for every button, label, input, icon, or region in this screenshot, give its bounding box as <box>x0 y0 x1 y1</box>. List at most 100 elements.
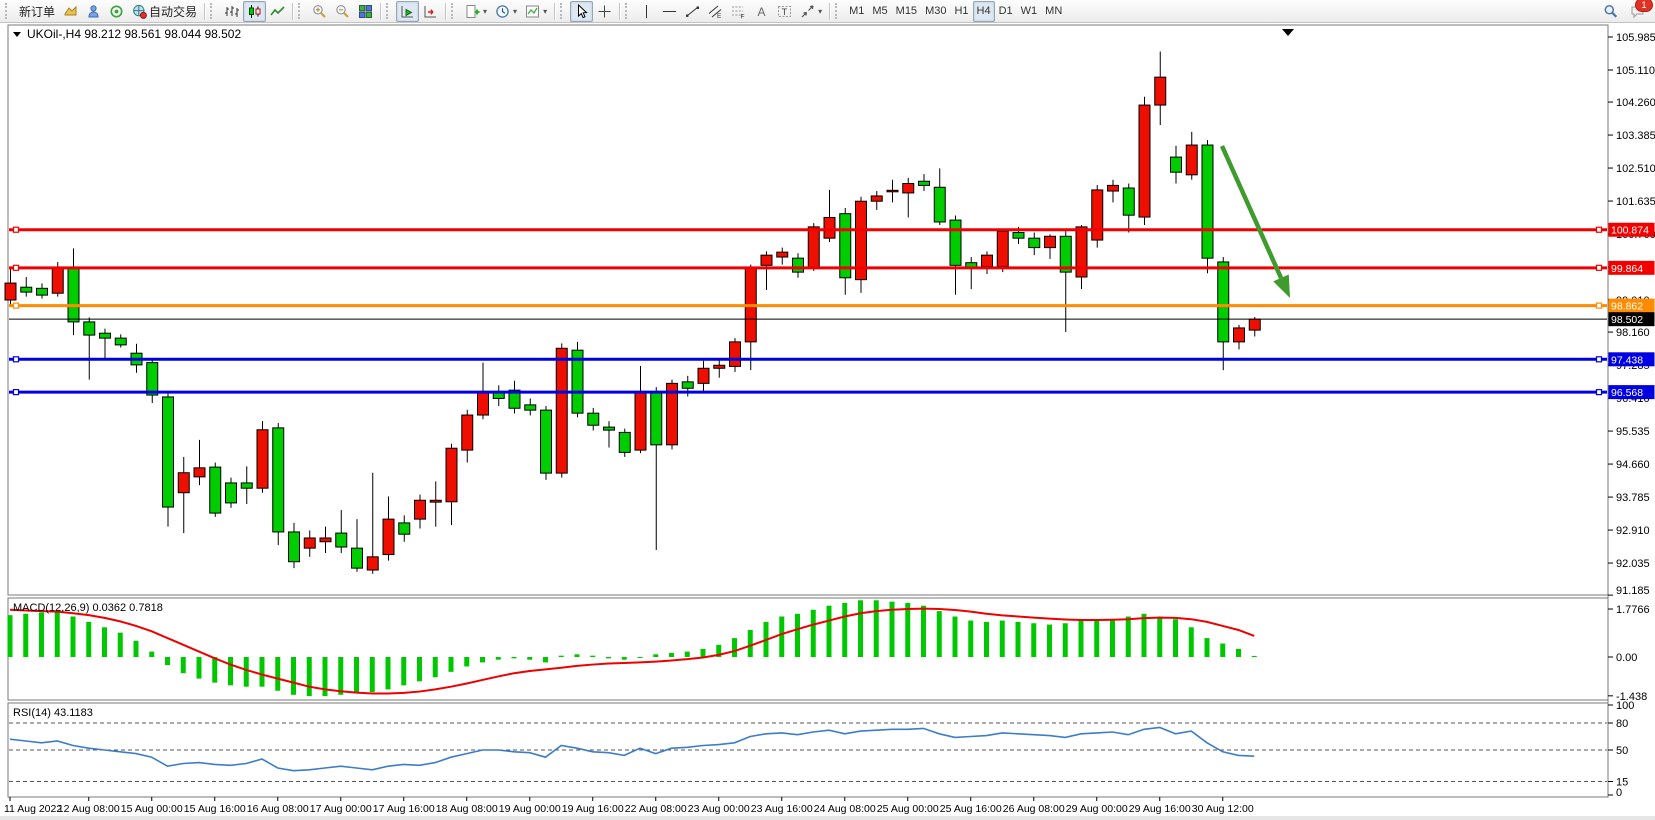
candle-bull <box>445 447 458 503</box>
hline-96.568[interactable] <box>9 389 1607 396</box>
tf-w1[interactable]: W1 <box>1017 1 1042 22</box>
candle-bull <box>256 429 269 489</box>
macd-bar <box>1220 643 1226 657</box>
tf-h1[interactable]: H1 <box>950 1 972 22</box>
tf-m5[interactable]: M5 <box>868 1 891 22</box>
fibonacci-button[interactable]: F <box>727 1 750 22</box>
toolbar-group-timeframes: M1 M5 M15 M30 H1 H4 D1 W1 MN <box>845 0 1066 22</box>
label-icon: T <box>777 4 792 19</box>
zoom-out-button[interactable] <box>331 1 354 22</box>
alerts-button[interactable] <box>105 1 128 22</box>
macd-bar <box>747 630 753 657</box>
macd-bar <box>936 611 942 657</box>
channel-button[interactable]: E <box>704 1 727 22</box>
time-tick-label: 23 Aug 00:00 <box>688 803 750 815</box>
candle-bull <box>1248 318 1261 331</box>
candle-bear <box>540 409 552 474</box>
tf-m1[interactable]: M1 <box>845 1 868 22</box>
zoom-in-button[interactable] <box>308 1 331 22</box>
candle-bull <box>1091 189 1104 241</box>
macd-bar <box>212 657 218 683</box>
macd-bar <box>716 644 722 657</box>
periods-button[interactable]: ▾ <box>491 1 521 22</box>
shapes-button[interactable]: ▾ <box>796 1 826 22</box>
macd-bar <box>70 616 76 657</box>
cursor-button[interactable] <box>570 0 594 22</box>
templates-button[interactable]: ▾ <box>521 1 551 22</box>
autotrading-button[interactable]: 自动交易 <box>128 1 201 22</box>
tf-m30[interactable]: M30 <box>921 1 950 22</box>
vertical-line-button[interactable] <box>635 1 658 22</box>
market-button[interactable] <box>82 1 105 22</box>
tf-d1[interactable]: D1 <box>995 1 1017 22</box>
search-button[interactable] <box>1599 1 1622 22</box>
signals-button[interactable] <box>59 1 82 22</box>
macd-bar <box>39 612 44 657</box>
candle-bull <box>870 195 883 202</box>
svg-text:96.568: 96.568 <box>1611 387 1643 399</box>
tile-windows-icon <box>358 4 373 19</box>
chevron-down-icon[interactable]: ▾ <box>543 6 548 16</box>
hline-97.438[interactable] <box>9 356 1607 363</box>
chart-shift-icon <box>423 4 438 19</box>
down-arrow[interactable] <box>1219 145 1290 298</box>
hline-99.864[interactable] <box>9 264 1607 271</box>
chevron-down-icon[interactable]: ▾ <box>483 6 488 16</box>
label-button[interactable]: T <box>773 1 796 22</box>
line-handle <box>12 226 20 233</box>
toolbar-separator <box>619 2 622 20</box>
svg-text:97.438: 97.438 <box>1611 354 1643 366</box>
price-axis[interactable]: 105.985 105.110 104.260 103.385 102.510 101.6… <box>1608 32 1655 597</box>
candle-bear <box>603 426 615 431</box>
tf-m15[interactable]: M15 <box>892 1 921 22</box>
new-order-button[interactable]: 新订单 <box>15 1 59 22</box>
svg-text:100.874: 100.874 <box>1611 225 1649 237</box>
hline-100.874[interactable] <box>9 226 1607 233</box>
macd-label: MACD(12,26,9) 0.0362 0.7818 <box>13 602 163 614</box>
line-chart-button[interactable] <box>266 1 289 22</box>
macd-bar <box>889 601 895 657</box>
trendline-button[interactable] <box>681 1 704 22</box>
tile-windows-button[interactable] <box>354 1 377 22</box>
candle-bear <box>114 337 127 346</box>
chart-shift-button[interactable] <box>419 1 442 22</box>
time-tick-label: 12 Aug 08:00 <box>58 803 120 815</box>
price-tick-label: 102.510 <box>1616 163 1655 175</box>
tf-mn[interactable]: MN <box>1041 1 1066 22</box>
collapse-icon[interactable] <box>13 32 21 37</box>
candle-bull <box>807 226 820 269</box>
time-tick-label: 30 Aug 12:00 <box>1192 803 1254 815</box>
text-button[interactable]: A <box>750 1 773 22</box>
bar-chart-button[interactable] <box>220 1 243 22</box>
macd-bar <box>810 609 816 657</box>
macd-scale-label: -1.438 <box>1616 691 1647 703</box>
toolbar-grip <box>835 3 842 19</box>
macd-bar <box>1173 619 1178 657</box>
candle-bear <box>146 362 159 396</box>
channel-icon: E <box>708 4 723 19</box>
toolbar-separator <box>292 2 295 20</box>
chevron-down-icon[interactable]: ▾ <box>818 6 823 16</box>
crosshair-button[interactable] <box>593 1 616 22</box>
horizontal-line-button[interactable] <box>658 1 681 22</box>
candlestick-button[interactable] <box>243 0 267 22</box>
macd-bar <box>417 657 422 682</box>
auto-scroll-button[interactable] <box>396 0 420 22</box>
zoom-out-icon <box>335 4 350 19</box>
market-icon <box>86 4 101 19</box>
chevron-down-icon[interactable]: ▾ <box>513 6 518 16</box>
indicators-button[interactable]: ▾ <box>461 1 491 22</box>
macd-bar <box>243 657 249 687</box>
macd-bar <box>921 605 926 657</box>
svg-text:98.502: 98.502 <box>1611 314 1643 326</box>
hline-98.862[interactable] <box>9 302 1607 309</box>
tf-h4[interactable]: H4 <box>972 0 995 22</box>
macd-bar <box>23 613 29 657</box>
horizontal-line-icon <box>662 4 677 19</box>
macd-bar <box>1188 627 1194 657</box>
macd-bar <box>795 613 800 657</box>
macd-bar <box>732 638 737 657</box>
candle-bear <box>36 287 48 296</box>
chat-button[interactable]: 1 <box>1626 0 1653 22</box>
